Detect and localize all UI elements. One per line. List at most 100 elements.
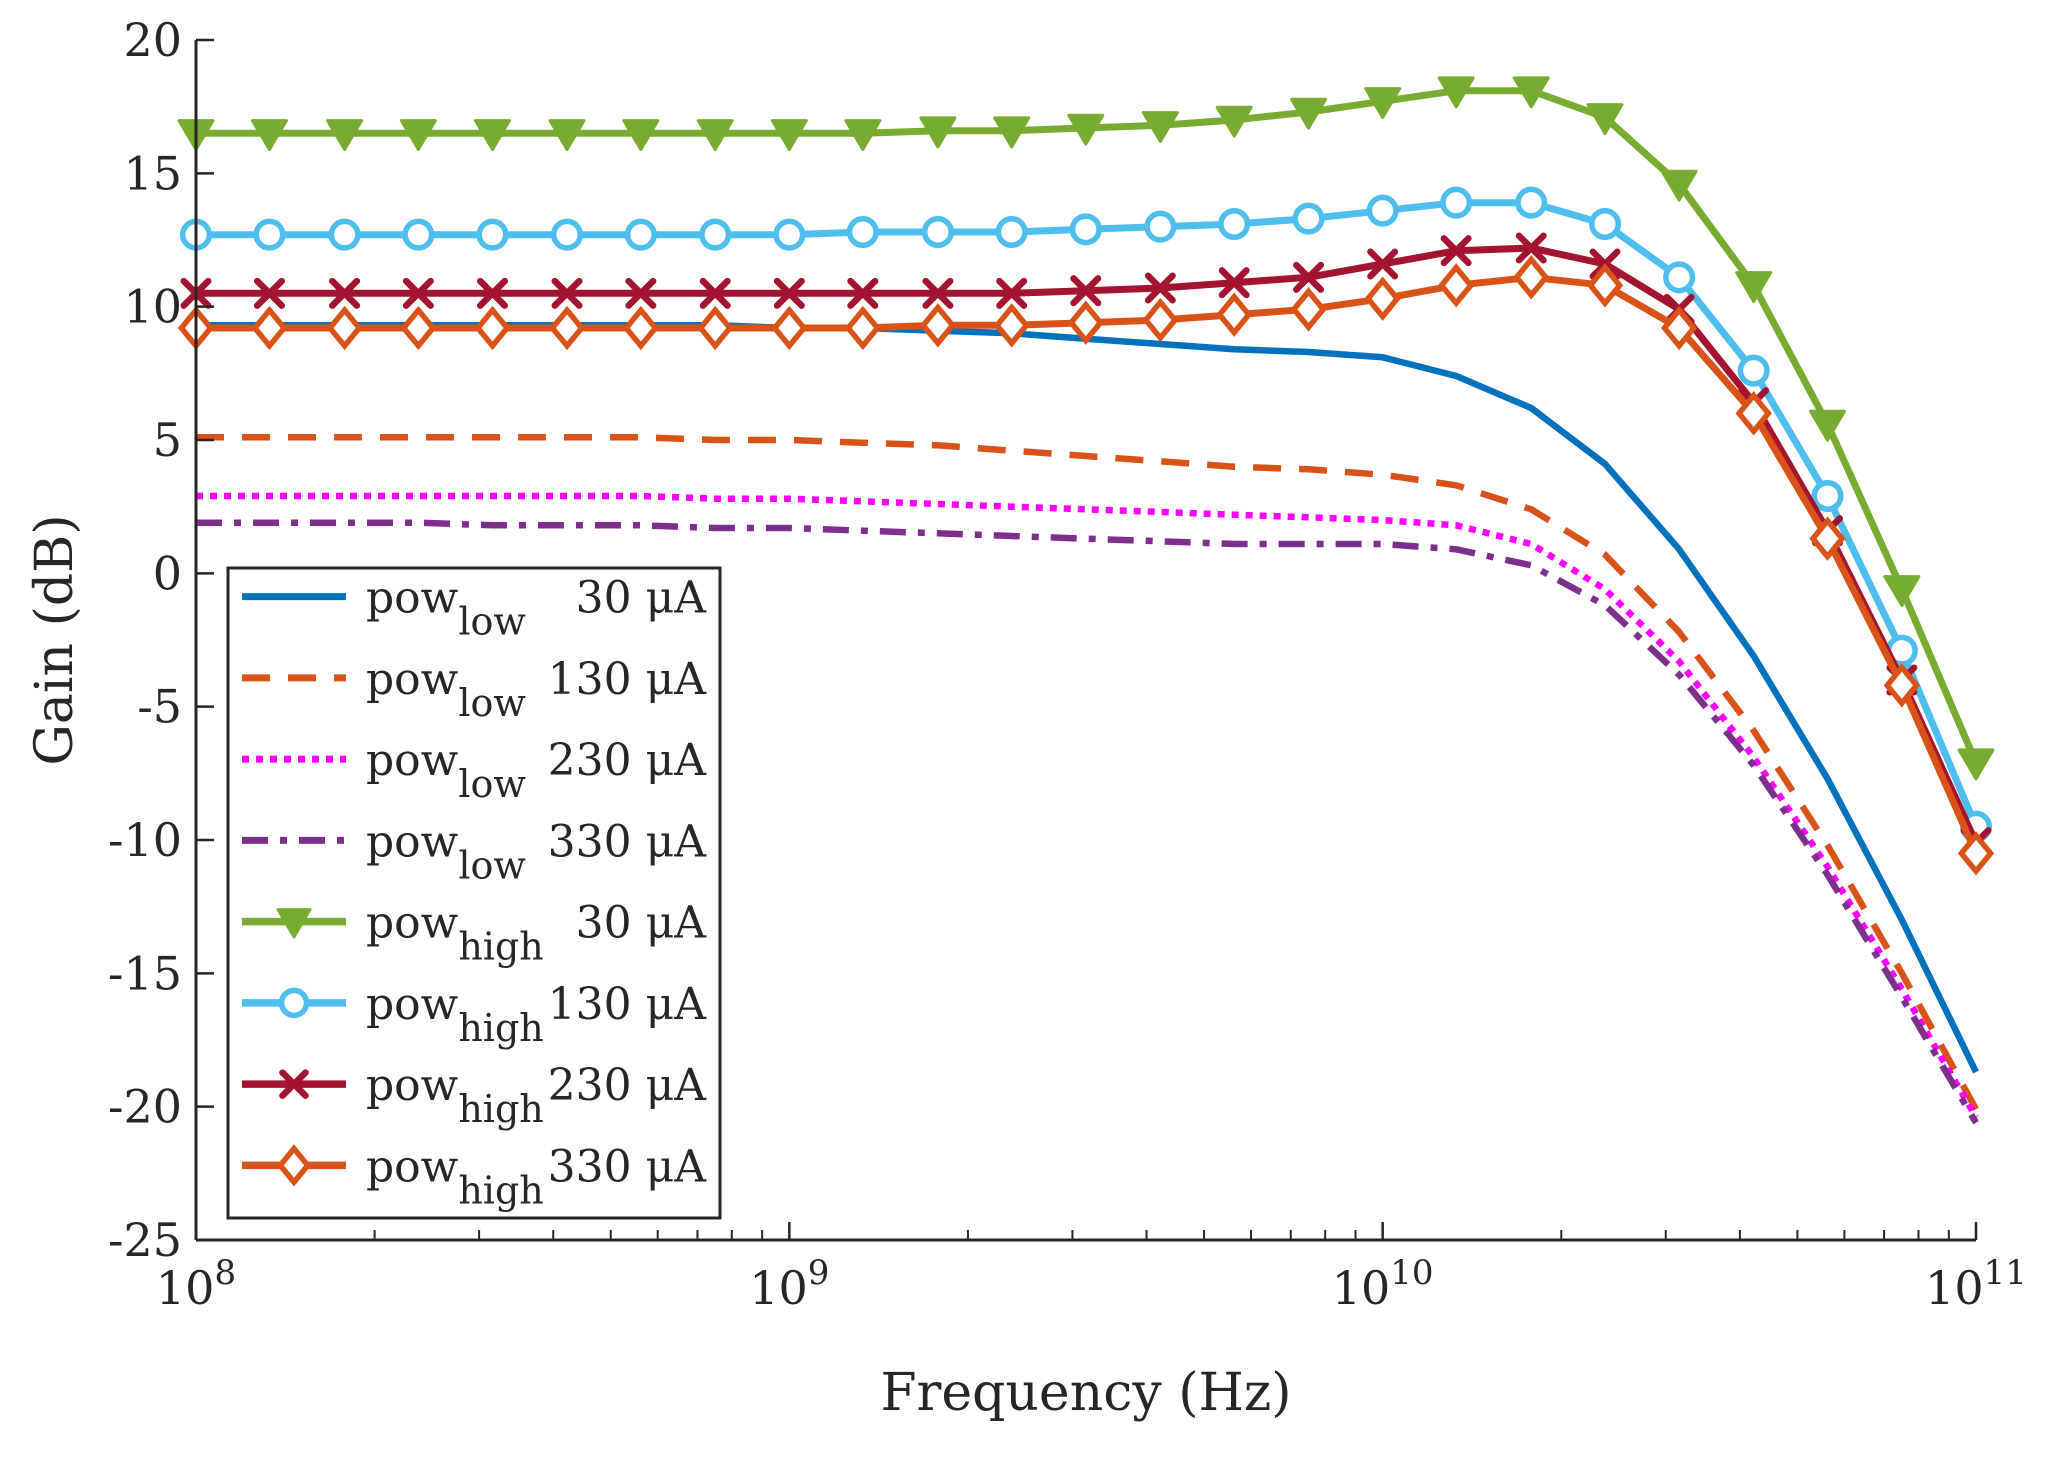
series-marker-triangle xyxy=(844,119,882,151)
series-marker-triangle xyxy=(696,119,734,151)
series-marker-diamond xyxy=(1067,300,1105,345)
series-marker-diamond xyxy=(1735,391,1772,436)
series-marker-diamond xyxy=(1437,263,1475,308)
legend-item: powhigh 130 μA xyxy=(242,979,707,1050)
series-marker-triangle xyxy=(1215,105,1253,138)
series-marker-circle xyxy=(253,218,286,251)
legend-item: powhigh 30 μA xyxy=(242,898,707,969)
legend-label-base: pow xyxy=(366,816,459,867)
series-line xyxy=(196,434,1979,1111)
series-marker-triangle xyxy=(1957,748,1995,781)
legend-current: 130 μA xyxy=(548,654,708,705)
series-marker-circle xyxy=(846,215,879,249)
series-marker-x xyxy=(1515,232,1547,264)
legend-label-base: pow xyxy=(366,898,459,949)
legend-item: powlow 230 μA xyxy=(242,735,707,806)
x-axis-title: Frequency (Hz) xyxy=(880,1363,1291,1423)
series-marker-circle xyxy=(1069,213,1102,246)
series-marker-diamond xyxy=(919,303,957,348)
legend-label-subscript: high xyxy=(458,1168,543,1212)
series-marker-diamond xyxy=(1364,276,1401,321)
legend-label: powlow xyxy=(366,573,526,644)
series-marker-triangle xyxy=(1586,103,1624,135)
series-marker-circle xyxy=(1515,186,1548,219)
series-marker-triangle xyxy=(548,119,586,151)
legend-label: powhigh xyxy=(366,979,544,1050)
series-marker-circle xyxy=(773,218,806,251)
series-marker-circle xyxy=(1737,354,1770,387)
legend-current: 230 μA xyxy=(548,1060,708,1111)
series-marker-circle xyxy=(921,215,954,249)
series-marker-x xyxy=(1440,235,1472,267)
series-marker-diamond xyxy=(1883,663,1921,708)
series-high-7 xyxy=(177,255,1995,876)
legend-label-base: pow xyxy=(366,1141,459,1192)
series-marker-x xyxy=(1218,267,1250,299)
y-tick-label: 15 xyxy=(123,146,182,200)
series-marker-x xyxy=(847,277,879,309)
x-tick-base: 10 xyxy=(1332,1261,1391,1315)
y-tick-label: -10 xyxy=(108,813,182,867)
series-line xyxy=(196,519,1979,1125)
series-marker-triangle xyxy=(1660,169,1698,202)
series-marker-circle xyxy=(1811,479,1844,513)
legend-label-base: pow xyxy=(366,573,459,624)
legend-label-subscript: high xyxy=(458,1087,543,1131)
series-marker-circle xyxy=(1292,202,1325,235)
series-marker-x xyxy=(1070,275,1102,307)
x-tick-label: 1011 xyxy=(1925,1253,2027,1315)
series-marker-triangle xyxy=(1735,271,1773,303)
legend-label: powlow xyxy=(366,735,526,806)
x-tick-label: 108 xyxy=(156,1253,236,1315)
x-tick-exponent: 10 xyxy=(1390,1253,1433,1293)
series-marker-diamond xyxy=(1142,297,1179,343)
series-marker-circle xyxy=(1440,186,1473,219)
y-tick-label: -5 xyxy=(137,680,182,734)
series-marker-x xyxy=(996,277,1028,309)
series-marker-diamond xyxy=(1660,305,1698,351)
series-marker-x xyxy=(625,277,657,309)
series-marker-triangle xyxy=(326,119,364,151)
x-tick-base: 10 xyxy=(156,1261,215,1315)
series-marker-circle xyxy=(1144,210,1177,243)
series-marker-circle xyxy=(624,218,657,251)
series-marker-triangle xyxy=(1437,76,1475,109)
y-tick-label: 20 xyxy=(123,13,182,67)
legend-current: 130 μA xyxy=(548,979,708,1030)
legend-item: powlow 30 μA xyxy=(242,573,707,644)
series-marker-x xyxy=(922,277,954,309)
legend-item: powhigh 330 μA xyxy=(242,1141,707,1212)
series-line xyxy=(196,492,1979,1119)
series-marker-diamond xyxy=(276,1144,312,1187)
series-marker-diamond xyxy=(771,305,808,351)
legend-label-subscript: low xyxy=(458,681,526,725)
series-marker-x xyxy=(329,277,361,309)
series-marker-diamond xyxy=(993,303,1030,348)
legend-current: 30 μA xyxy=(576,898,708,949)
legend-label-subscript: low xyxy=(458,600,526,644)
series-marker-circle xyxy=(995,215,1028,249)
series-marker-triangle xyxy=(473,119,511,151)
series-marker-x xyxy=(402,277,434,309)
series-low-2 xyxy=(196,492,1979,1119)
series-marker-triangle xyxy=(276,908,312,939)
legend-label-subscript: high xyxy=(458,1006,543,1050)
series-marker-triangle xyxy=(770,119,808,151)
series-marker-triangle xyxy=(622,119,660,151)
legend-current: 230 μA xyxy=(548,735,708,786)
series-marker-triangle xyxy=(250,119,288,151)
series-marker-diamond xyxy=(1957,831,1995,876)
series-marker-circle xyxy=(476,218,509,251)
series-marker-x xyxy=(551,277,583,309)
series-marker-diamond xyxy=(474,305,511,351)
legend-current: 330 μA xyxy=(548,816,708,867)
x-tick-label: 109 xyxy=(749,1253,829,1315)
series-marker-circle xyxy=(278,987,310,1019)
series-marker-triangle xyxy=(1290,97,1328,130)
legend-label: powhigh xyxy=(366,1141,544,1212)
y-tick-label: 10 xyxy=(123,280,182,334)
series-marker-diamond xyxy=(1290,287,1327,332)
x-tick-label: 1010 xyxy=(1332,1253,1434,1315)
